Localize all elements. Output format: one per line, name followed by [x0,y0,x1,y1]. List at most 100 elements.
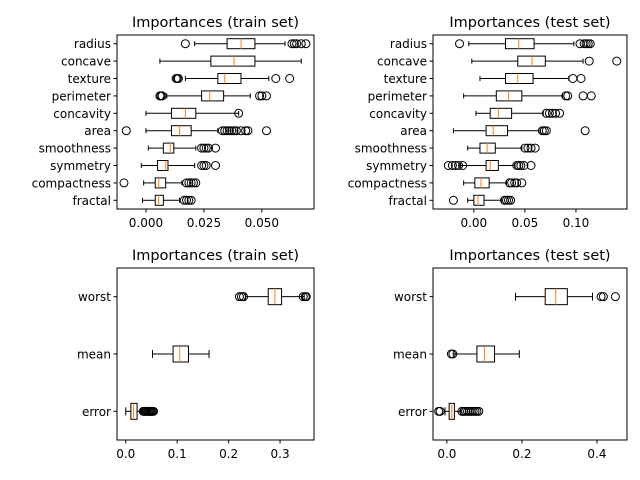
flier-point [241,126,251,136]
flier-point [184,195,194,205]
chart-title: Importances (test set) [449,15,610,31]
iqr-box [154,194,164,206]
x-tick-label: 0.3 [271,447,290,461]
y-tick-label: fractal [388,194,427,208]
box-perimeter [463,90,596,102]
flier-point [474,406,484,416]
flier-point [526,161,536,170]
flier-point [186,178,196,188]
box-error [125,402,159,420]
flier-point [454,161,464,170]
box-smoothness [467,142,540,154]
flier-point [236,126,246,136]
flier-point [261,126,271,136]
flier-point [443,161,453,170]
flier-point [188,178,198,188]
flier-point [243,126,253,136]
iqr-box [201,90,225,102]
flier-point [287,39,297,49]
box-radius [180,38,311,50]
y-tick-label: concave [61,55,111,69]
iqr-box [504,73,534,84]
flier-point [517,178,527,188]
y-tick-label: concavity [369,107,427,121]
flier-point [211,143,220,153]
box-perimeter [155,90,271,102]
flier-point [121,126,131,136]
flier-point [512,178,522,188]
box-mean [446,345,520,363]
flier-point [222,126,232,136]
box-compactness [463,177,527,189]
chart-panel-1: Importances (train set) radius concave text… [32,15,315,230]
box-concavity [145,107,244,119]
iqr-box [157,160,169,171]
flier-point [199,143,209,153]
flier-point [598,292,608,302]
flier-point [506,195,516,205]
flier-point [224,126,234,136]
y-tick-label: radius [74,37,111,51]
flier-point [516,161,526,170]
box-mean [151,345,210,363]
y-tick-label: worst [78,290,111,304]
x-tick-label: 0.05 [512,216,539,230]
box-worst [234,288,311,306]
flier-point [227,126,237,136]
flier-point [149,406,159,416]
iqr-box [485,160,499,171]
flier-point [585,39,595,49]
x-tick-label: 0.1 [168,447,187,461]
chart-panel-2: Importances (test set) radius concave textu… [348,15,628,230]
iqr-box [517,55,546,67]
iqr-box [474,177,490,189]
flier-point [541,126,551,136]
axes-frame [116,34,315,210]
flier-point [119,178,129,188]
flier-point [551,108,561,118]
y-tick-label: area [400,124,427,138]
box-symmetry [140,160,220,171]
box-texture [171,73,295,84]
iqr-box [172,345,189,363]
y-tick-label: compactness [348,176,427,190]
flier-point [257,91,267,101]
flier-point [520,143,530,153]
flier-point [182,195,192,205]
flier-point [458,161,468,170]
flier-point [239,292,249,302]
chart-title: Importances (train set) [132,15,299,31]
flier-point [271,74,281,83]
box-fractal [141,194,196,206]
iqr-box [130,402,138,420]
flier-point [211,161,220,170]
y-tick-label: texture [68,72,111,86]
flier-point [448,195,458,205]
iqr-box [170,125,192,137]
x-tick-label: 0.025 [187,216,221,230]
flier-point [530,143,540,153]
box-smoothness [147,142,220,154]
x-tick-label: 0.050 [245,216,279,230]
box-symmetry [443,160,536,171]
y-tick-label: error [398,405,427,419]
flier-point [580,126,590,136]
chart-panel-4: Importances (test set) worst mean error 0.0 0… [393,248,628,461]
flier-point [285,74,295,83]
iqr-box [504,38,535,50]
flier-point [186,195,196,205]
y-tick-label: worst [394,290,427,304]
flier-point [292,39,302,49]
x-tick-label: 0.4 [587,447,606,461]
flier-point [234,108,244,118]
x-tick-label: 0.0 [437,447,456,461]
iqr-box [217,73,242,84]
x-tick-label: 0.2 [219,447,238,461]
flier-point [191,178,201,188]
box-area [452,125,590,137]
flier-point [523,143,533,153]
y-tick-label: symmetry [50,159,111,173]
flier-point [255,91,265,101]
y-tick-label: error [82,405,111,419]
